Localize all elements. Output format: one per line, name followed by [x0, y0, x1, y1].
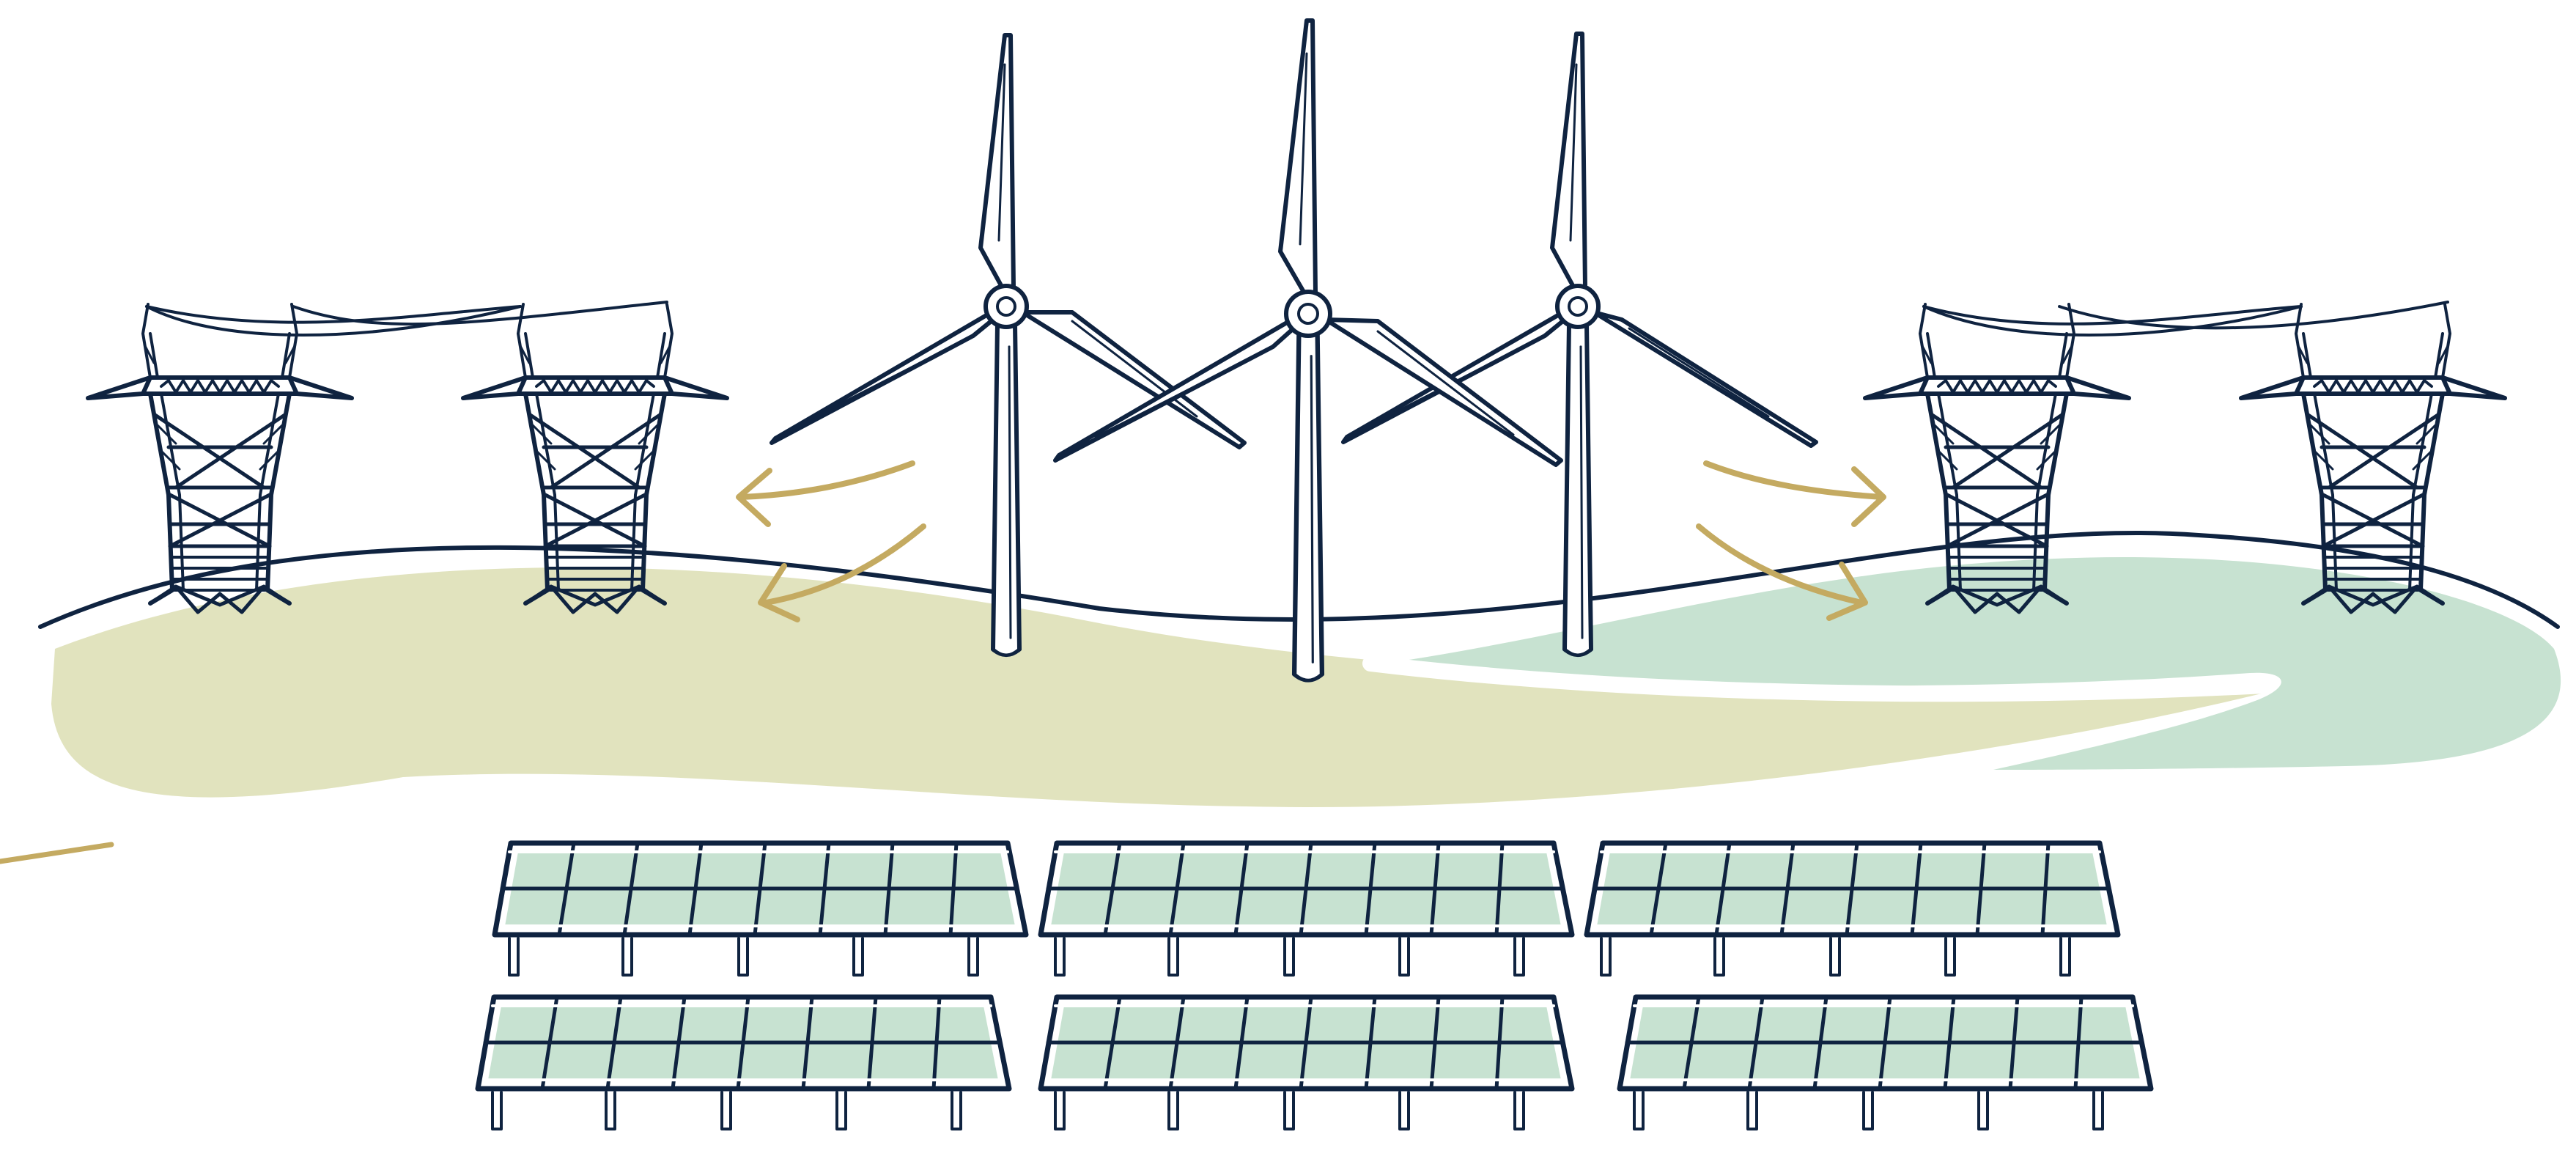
solar-panel-icon: [1041, 997, 1572, 1129]
arrow-icon: [1703, 460, 1886, 527]
olive-field: [51, 567, 2265, 807]
green-field: [1385, 557, 2561, 770]
wind-turbine-right: [1341, 32, 1818, 655]
solar-panel-2: [1041, 843, 1572, 975]
solar-panel-icon: [495, 843, 1026, 975]
wind-turbine-icon: [1053, 18, 1563, 467]
solar-panel-icon: [1041, 843, 1572, 975]
power-lines: [145, 301, 2449, 337]
wind-turbine-icon: [770, 33, 1247, 449]
arrow-icon: [1696, 523, 1868, 621]
solar-panel-icon: [1620, 997, 2151, 1129]
arrow-icon: [758, 523, 926, 622]
horizon-line: [38, 530, 2560, 629]
solar-panel-icon: [1587, 843, 2118, 975]
field-divider: [1362, 655, 2273, 702]
wind-turbine-icon: [1341, 32, 1818, 448]
wind-turbine-left: [770, 33, 1247, 655]
transmission-tower-2: [463, 304, 727, 612]
solar-panel-4: [478, 997, 1009, 1129]
arrow-icon: [736, 460, 915, 527]
solar-panel-icon: [478, 997, 1009, 1129]
ground: [0, 530, 2561, 864]
transmission-tower-icon: [88, 304, 352, 612]
solar-panel-5: [1041, 997, 1572, 1129]
lower-path-line: [0, 842, 114, 864]
solar-panel-1: [495, 843, 1026, 975]
arrows: [736, 460, 1886, 622]
transmission-tower-icon: [463, 304, 727, 612]
solar-panel-6: [1620, 997, 2151, 1129]
solar-panel-3: [1587, 843, 2118, 975]
transmission-tower-1: [88, 304, 352, 612]
wind-turbine-center: [1053, 18, 1563, 680]
